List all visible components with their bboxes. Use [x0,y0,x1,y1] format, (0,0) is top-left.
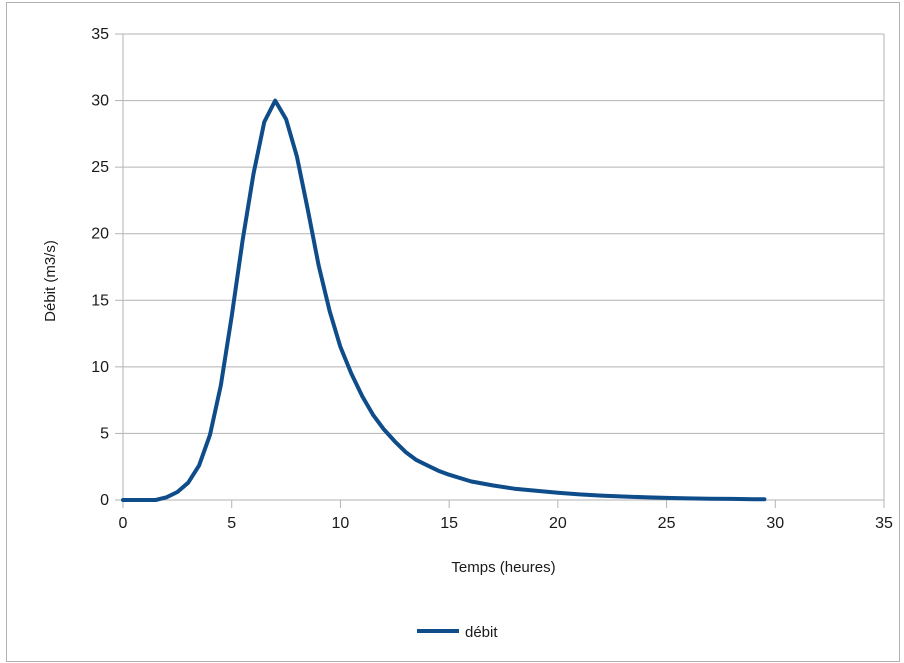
y-tick-label-5: 5 [100,425,109,442]
y-tick-label-30: 30 [91,93,109,110]
y-tick-label-15: 15 [91,292,109,309]
y-tick-label-35: 35 [91,26,109,43]
legend-label-debit: débit [465,624,498,641]
x-axis-title: Temps (heures) [451,559,555,576]
y-tick-label-20: 20 [91,226,109,243]
y-tick-label-10: 10 [91,359,109,376]
y-tick-label-25: 25 [91,159,109,176]
x-tick-label-0: 0 [119,515,128,532]
x-tick-labels: 0 5 10 15 20 25 30 35 [119,515,893,532]
legend: débit [417,624,498,641]
x-tick-label-20: 20 [549,515,567,532]
chart-svg: 0 5 10 15 20 25 30 35 0 5 10 15 20 25 30 35 Temps (heu… [42,26,893,641]
y-tick-label-0: 0 [100,492,109,509]
chart-frame: 0 5 10 15 20 25 30 35 0 5 10 15 20 25 30 35 Temps (heu… [6,2,900,662]
x-tick-label-25: 25 [658,515,676,532]
y-axis-title: Débit (m3/s) [42,240,59,322]
x-tick-label-15: 15 [440,515,458,532]
grid-lines [123,33,884,434]
y-tick-labels: 0 5 10 15 20 25 30 35 [91,26,109,509]
x-tick-label-35: 35 [875,515,893,532]
axes [115,33,885,508]
x-tick-label-10: 10 [332,515,350,532]
x-tick-label-5: 5 [227,515,236,532]
series-line-débit [121,98,767,502]
x-tick-label-30: 30 [766,515,784,532]
series-layer [121,98,767,502]
